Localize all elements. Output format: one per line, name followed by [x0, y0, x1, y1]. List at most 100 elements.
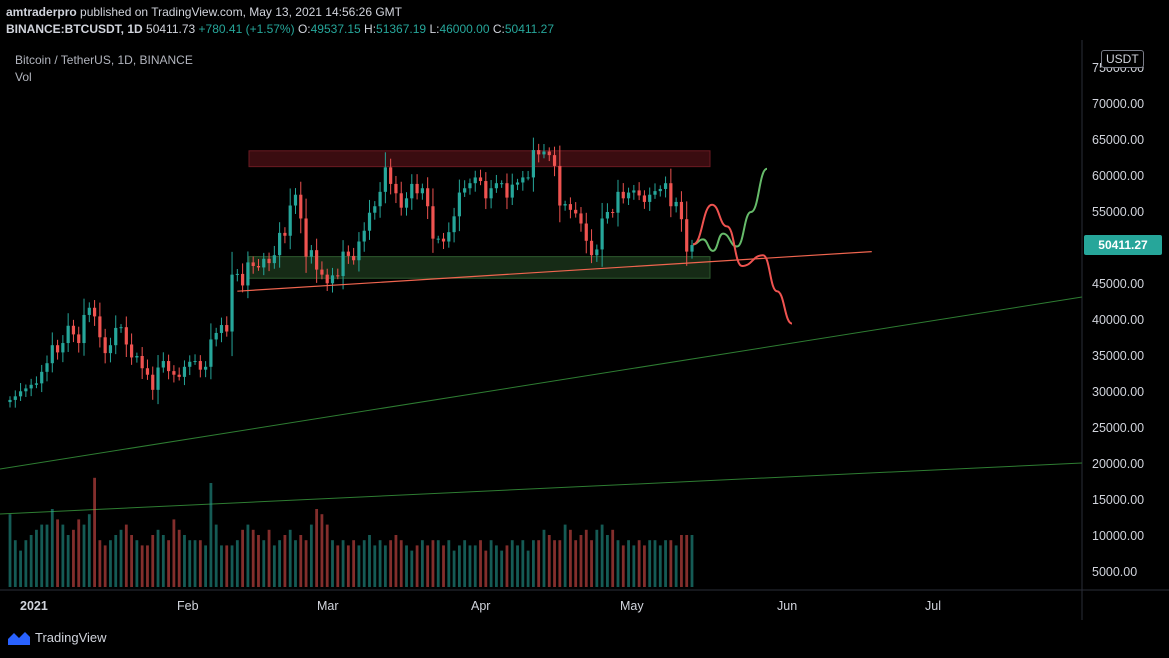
volume-bar [114, 535, 118, 587]
volume-bar [140, 545, 144, 587]
currency-badge[interactable]: USDT [1101, 50, 1144, 68]
candle-body [204, 366, 208, 370]
volume-bar [19, 550, 22, 587]
candle-body [584, 223, 588, 241]
volume-bar [24, 540, 28, 587]
brand-label: TradingView [35, 630, 107, 645]
volume-bar [130, 535, 133, 587]
volume-bar [204, 545, 208, 587]
volume-bar [346, 545, 350, 587]
candle-body [98, 316, 102, 338]
low-value: 46000.00 [439, 22, 490, 36]
volume-bar [611, 529, 615, 587]
price-change: +780.41 (+1.57%) [198, 22, 295, 36]
volume-bar [341, 540, 345, 587]
volume-bar [103, 545, 107, 587]
volume-bar [119, 529, 123, 587]
volume-bar [373, 545, 377, 587]
candle-body [436, 238, 440, 240]
volume-bar [272, 545, 276, 587]
volume-bar [431, 540, 435, 587]
volume-bar [479, 540, 482, 587]
y-tick-label: 70000.00 [1092, 97, 1144, 111]
volume-bar [225, 545, 229, 587]
footer-bar [0, 620, 1169, 658]
volume-bar [135, 540, 139, 587]
volume-bar [621, 545, 625, 587]
y-tick-label: 25000.00 [1092, 421, 1144, 435]
candle-body [267, 258, 271, 264]
volume-bar [648, 540, 652, 587]
candle-body [674, 201, 678, 207]
candle-body [653, 191, 657, 195]
candle-body [304, 218, 308, 257]
volume-bar [146, 545, 149, 587]
volume-bar [415, 545, 419, 587]
volume-bar [188, 540, 192, 587]
volume-bar [489, 540, 493, 587]
candle-body [325, 274, 329, 284]
y-tick-label: 30000.00 [1092, 385, 1144, 399]
candle-body [679, 201, 684, 220]
volume-bar [77, 519, 81, 587]
x-tick-label: Apr [471, 599, 490, 613]
volume-bar [452, 550, 456, 587]
volume-bar [447, 540, 451, 587]
volume-bar [87, 514, 91, 587]
volume-bar [98, 540, 102, 587]
open-label: O: [297, 22, 311, 36]
candle-body [241, 273, 245, 286]
candle-body [690, 245, 694, 252]
y-tick-label: 5000.00 [1092, 565, 1137, 579]
volume-bar [653, 540, 657, 587]
volume-bar [35, 529, 38, 587]
candle-body [177, 374, 181, 377]
volume-bar [389, 540, 393, 587]
candle-body [537, 150, 541, 155]
candle-body [161, 361, 165, 368]
candle-body [293, 194, 298, 206]
volume-bar [494, 545, 498, 587]
candle-body [40, 371, 44, 384]
symbol-ohlc-bar: BINANCE:BTCUSDT, 1D 50411.73 +780.41 (+1… [6, 22, 554, 36]
candle-body [55, 345, 60, 353]
tradingview-icon [8, 631, 30, 645]
volume-bar [637, 540, 641, 587]
volume-bar [251, 529, 255, 587]
candle-body [246, 262, 250, 286]
candle-body [632, 190, 636, 193]
candle-body [389, 167, 393, 184]
projection-bearish [692, 203, 793, 325]
candle-body [225, 325, 229, 332]
volume-bar [505, 545, 509, 587]
volume-bar [674, 545, 678, 587]
candle-body [135, 356, 139, 358]
symbol-label: BINANCE:BTCUSDT, 1D [6, 22, 143, 36]
volume-bar [230, 545, 234, 587]
candle-body [621, 191, 625, 199]
volume-bar [13, 540, 17, 587]
volume-bar [209, 483, 213, 587]
candle-body [457, 192, 461, 217]
volume-bar [680, 535, 683, 587]
candle-body [589, 240, 594, 256]
candle-body [494, 183, 498, 189]
candle-body [510, 184, 514, 198]
volume-bar [553, 540, 556, 587]
volume-bar [177, 529, 181, 587]
candle-body [420, 188, 424, 194]
candle-body [288, 205, 292, 236]
y-tick-label: 10000.00 [1092, 529, 1144, 543]
candle-body [330, 275, 335, 284]
close-label: C: [492, 22, 505, 36]
x-tick-label: 2021 [20, 599, 48, 613]
candle-body [320, 269, 324, 275]
tradingview-logo[interactable]: TradingView [8, 630, 107, 645]
volume-bar [331, 540, 334, 587]
volume-bar [45, 524, 49, 587]
price-chart[interactable]: 75000.0070000.0065000.0060000.0055000.00… [0, 40, 1169, 620]
volume-bar [220, 545, 223, 587]
candle-body [315, 250, 319, 270]
volume-bar [484, 550, 488, 587]
published-text: published on TradingView.com, May 13, 20… [80, 5, 403, 19]
